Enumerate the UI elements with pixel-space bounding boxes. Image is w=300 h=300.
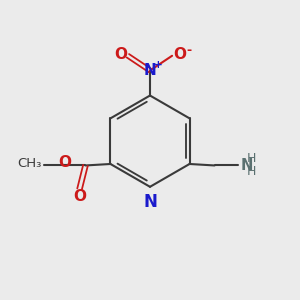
Text: N: N bbox=[144, 63, 156, 78]
Text: CH₃: CH₃ bbox=[17, 158, 42, 170]
Text: H: H bbox=[247, 165, 256, 178]
Text: +: + bbox=[154, 60, 162, 70]
Text: O: O bbox=[114, 47, 127, 62]
Text: O: O bbox=[173, 47, 186, 62]
Text: O: O bbox=[58, 155, 71, 170]
Text: N: N bbox=[143, 193, 157, 211]
Text: O: O bbox=[73, 189, 86, 204]
Text: -: - bbox=[187, 44, 192, 57]
Text: N: N bbox=[241, 158, 253, 173]
Text: H: H bbox=[247, 152, 256, 166]
